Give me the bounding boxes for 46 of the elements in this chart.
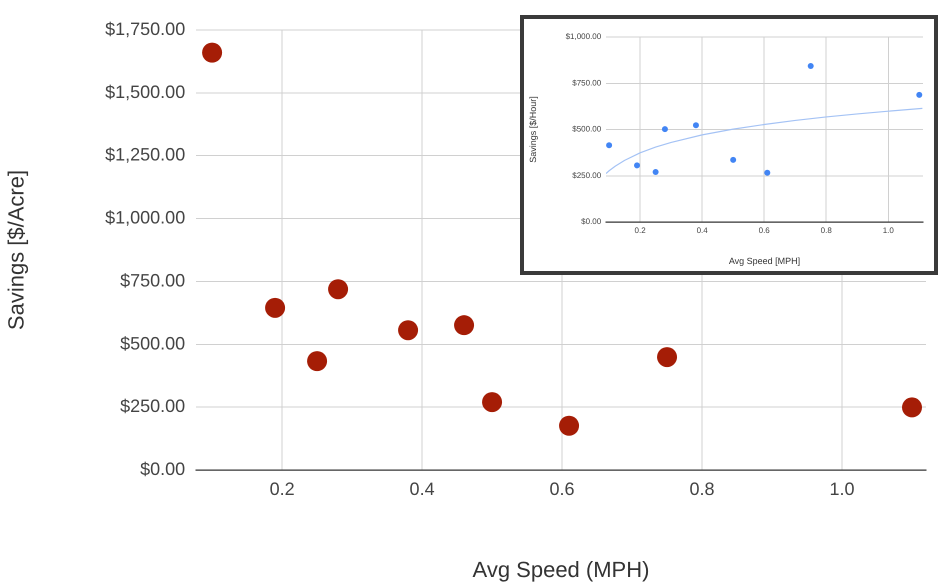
y-tick-label: $1,500.00 (105, 82, 186, 102)
point (606, 142, 612, 148)
y-tick-label: $1,000.00 (566, 32, 602, 42)
point (634, 162, 640, 168)
point (652, 169, 659, 176)
y-tick-label: $250.00 (120, 396, 186, 416)
y-axis-title: Savings [$/Acre] (3, 170, 28, 330)
y-axis-title: Savings [$/Hour] (528, 96, 538, 163)
x-tick-label: 0.6 (758, 226, 770, 236)
y-tick-label: $1,000.00 (105, 208, 186, 228)
y-tick-label: $500.00 (120, 333, 186, 354)
x-tick-label: 0.4 (410, 478, 435, 499)
point (559, 416, 580, 436)
x-tick-label: 0.2 (634, 226, 646, 236)
point (328, 279, 348, 300)
point (398, 320, 418, 340)
x-tick-label: 0.4 (696, 226, 708, 236)
x-tick-label: 1.0 (882, 226, 894, 236)
y-tick-label: $250.00 (572, 170, 602, 180)
point (692, 122, 699, 128)
point (265, 298, 286, 318)
point (482, 392, 502, 412)
x-tick-label: 1.0 (829, 478, 855, 499)
x-tick-label: 0.6 (550, 478, 575, 499)
y-tick-label: $500.00 (572, 124, 602, 134)
point (657, 347, 678, 368)
x-axis-title: Avg Speed [MPH] (728, 256, 800, 266)
point (662, 126, 668, 132)
y-tick-label: $0.00 (140, 458, 186, 479)
point (902, 397, 922, 418)
y-tick-label: $750.00 (120, 270, 186, 290)
x-tick-label: 0.8 (820, 226, 832, 236)
y-tick-label: $750.00 (572, 78, 602, 88)
point (808, 63, 814, 70)
x-tick-label: 0.8 (690, 478, 715, 499)
x-tick-label: 0.2 (270, 478, 295, 499)
point (730, 156, 736, 163)
x-axis-title: Avg Speed (MPH) (472, 556, 650, 582)
point (307, 351, 328, 372)
y-tick-label: $1,750.00 (105, 18, 186, 39)
y-tick-label: $1,250.00 (105, 144, 186, 165)
point (202, 42, 222, 63)
point (454, 315, 474, 336)
point (764, 170, 770, 176)
point (916, 92, 922, 98)
y-tick-label: $0.00 (581, 217, 602, 226)
